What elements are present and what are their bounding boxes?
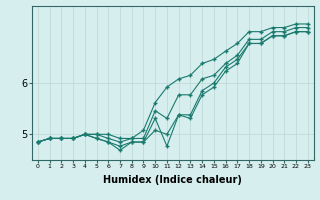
X-axis label: Humidex (Indice chaleur): Humidex (Indice chaleur) [103,175,242,185]
